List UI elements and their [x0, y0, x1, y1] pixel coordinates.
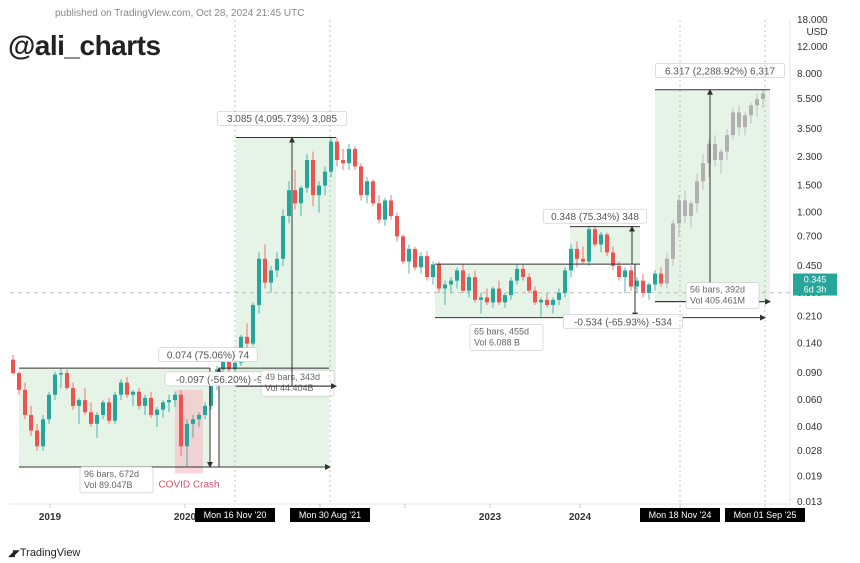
svg-text:0.028: 0.028	[797, 446, 822, 457]
svg-text:Mon 01 Sep '25: Mon 01 Sep '25	[734, 510, 797, 520]
svg-text:96 bars, 672d: 96 bars, 672d	[84, 469, 139, 479]
svg-text:0.348 (75.34%) 348: 0.348 (75.34%) 348	[551, 212, 639, 223]
svg-text:5.500: 5.500	[797, 94, 822, 105]
svg-text:0.019: 0.019	[797, 472, 822, 483]
svg-text:0.060: 0.060	[797, 395, 822, 406]
svg-text:18.000: 18.000	[797, 15, 828, 26]
author-watermark: @ali_charts	[8, 30, 161, 62]
svg-text:0.074 (75.06%) 74: 0.074 (75.06%) 74	[167, 351, 250, 362]
svg-text:Vol 89.047B: Vol 89.047B	[84, 480, 133, 490]
svg-text:0.040: 0.040	[797, 422, 822, 433]
price-chart[interactable]: -0.097 (-56.20%) -97 0.074 (75.06%) 74 96 …	[0, 0, 860, 563]
svg-text:0.345: 0.345	[804, 275, 827, 285]
svg-text:-0.097 (-56.20%) -97: -0.097 (-56.20%) -97	[176, 375, 269, 386]
svg-text:Vol 6.088 B: Vol 6.088 B	[474, 337, 520, 347]
svg-text:0.450: 0.450	[797, 261, 822, 272]
svg-text:49 bars, 343d: 49 bars, 343d	[265, 372, 320, 382]
svg-text:12.000: 12.000	[797, 42, 828, 53]
svg-text:65 bars, 455d: 65 bars, 455d	[474, 326, 529, 336]
svg-text:Mon 16 Nov '20: Mon 16 Nov '20	[204, 510, 267, 520]
svg-text:2.300: 2.300	[797, 152, 822, 163]
svg-text:0.700: 0.700	[797, 231, 822, 242]
svg-text:6.317 (2,288.92%) 6,317: 6.317 (2,288.92%) 6,317	[665, 66, 776, 77]
svg-text:USD: USD	[806, 27, 827, 38]
svg-text:2024: 2024	[569, 512, 592, 523]
svg-text:8.000: 8.000	[797, 69, 822, 80]
tradingview-logo: TradingView	[8, 547, 80, 559]
svg-text:56 bars, 392d: 56 bars, 392d	[690, 285, 745, 295]
svg-text:0.013: 0.013	[797, 497, 822, 508]
svg-text:2020: 2020	[174, 512, 197, 523]
svg-text:-0.534 (-65.93%) -534: -0.534 (-65.93%) -534	[574, 317, 672, 328]
svg-text:2019: 2019	[39, 512, 62, 523]
svg-text:0.090: 0.090	[797, 368, 822, 379]
svg-text:6d 3h: 6d 3h	[804, 285, 827, 295]
svg-text:3.500: 3.500	[797, 124, 822, 135]
svg-text:3.085 (4,095.73%) 3,085: 3.085 (4,095.73%) 3,085	[227, 114, 338, 125]
svg-text:1.000: 1.000	[797, 208, 822, 219]
svg-text:Mon 18 Nov '24: Mon 18 Nov '24	[649, 510, 712, 520]
svg-text:0.210: 0.210	[797, 312, 822, 323]
svg-text:Vol 44.404B: Vol 44.404B	[265, 383, 314, 393]
svg-text:0.140: 0.140	[797, 339, 822, 350]
svg-text:Vol 405.461M: Vol 405.461M	[690, 296, 745, 306]
published-info: published on TradingView.com, Oct 28, 20…	[55, 8, 304, 19]
svg-text:1.500: 1.500	[797, 181, 822, 192]
svg-text:COVID Crash: COVID Crash	[158, 479, 219, 490]
svg-text:2023: 2023	[479, 512, 502, 523]
svg-text:Mon 30 Aug '21: Mon 30 Aug '21	[299, 510, 361, 520]
